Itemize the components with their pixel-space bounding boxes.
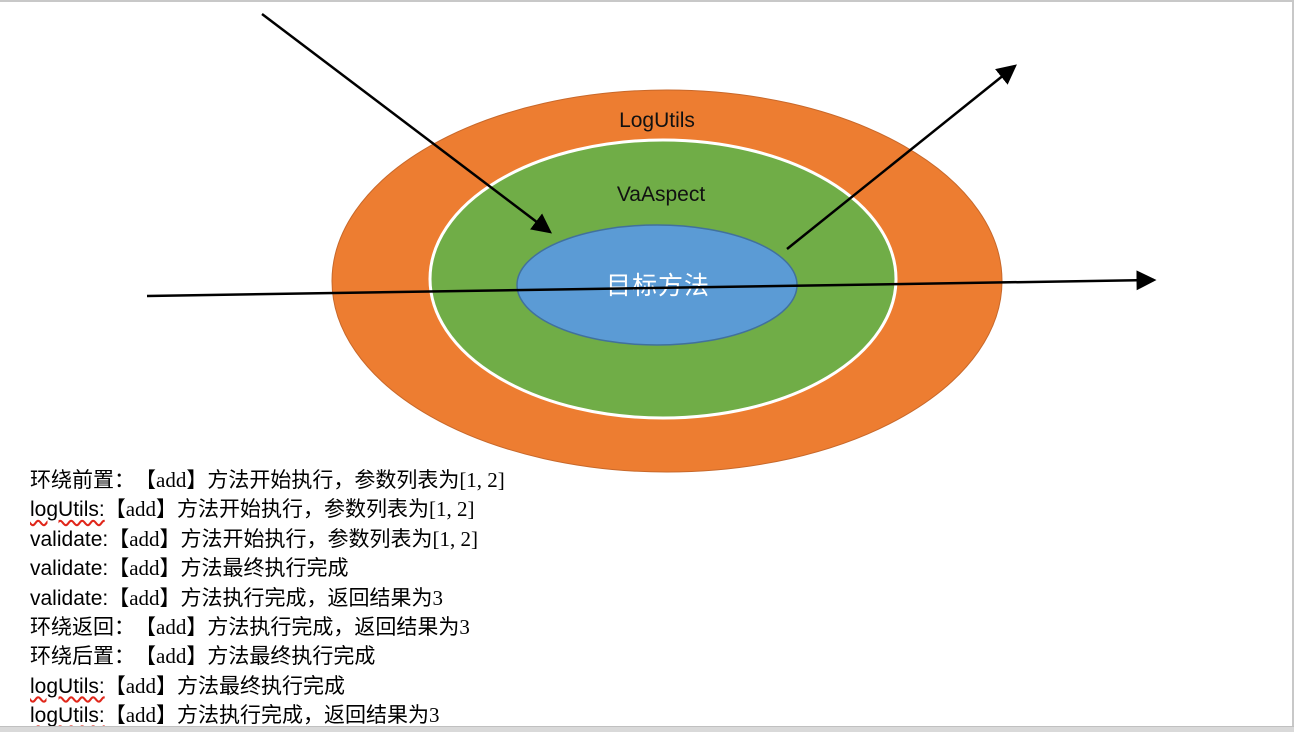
log-line-prefix: logUtils: bbox=[30, 704, 105, 728]
log-line-text: 【add】方法开始执行，参数列表为[1, 2] bbox=[108, 526, 479, 551]
log-line-text: 【add】方法最终执行完成 bbox=[104, 673, 346, 698]
slide-bottom-edge bbox=[0, 726, 1294, 732]
log-line-prefix: validate: bbox=[30, 557, 109, 581]
log-line-text: 【add】方法执行完成，返回结果为3 bbox=[108, 585, 444, 610]
outgoing-return-arrow bbox=[786, 64, 1017, 250]
slide-right-edge bbox=[1292, 2, 1294, 732]
log-line: logUtils:【add】方法开始执行，参数列表为[1, 2] bbox=[30, 495, 505, 524]
incoming-call-arrow bbox=[261, 13, 552, 234]
log-line-prefix: validate: bbox=[30, 527, 109, 551]
proceed-arrow bbox=[146, 270, 1157, 298]
target-method-label: 目标方法 bbox=[606, 272, 710, 300]
log-line: logUtils:【add】方法执行完成，返回结果为3 bbox=[30, 701, 505, 730]
log-line: validate:【add】方法开始执行，参数列表为[1, 2] bbox=[30, 525, 505, 554]
log-line-text: 环绕后置： 【add】方法最终执行完成 bbox=[30, 644, 376, 669]
log-line-text: 【add】方法开始执行，参数列表为[1, 2] bbox=[104, 497, 475, 522]
outer-ring-label: LogUtils bbox=[619, 109, 695, 132]
middle-ring-label: VaAspect bbox=[617, 183, 705, 206]
log-line-prefix: validate: bbox=[30, 586, 109, 610]
log-line: 环绕后置： 【add】方法最终执行完成 bbox=[30, 642, 505, 671]
log-line-text: 环绕前置： 【add】方法开始执行，参数列表为[1, 2] bbox=[30, 468, 505, 492]
log-line-text: 环绕返回： 【add】方法执行完成，返回结果为3 bbox=[30, 614, 470, 639]
log-line-text: 【add】方法执行完成，返回结果为3 bbox=[104, 703, 440, 728]
log-line: logUtils:【add】方法最终执行完成 bbox=[30, 672, 505, 701]
log-line-prefix: logUtils: bbox=[30, 498, 105, 522]
log-line-prefix: logUtils: bbox=[30, 674, 105, 698]
log-line: validate:【add】方法执行完成，返回结果为3 bbox=[30, 584, 505, 613]
log-line: validate:【add】方法最终执行完成 bbox=[30, 554, 505, 583]
log-line-text: 【add】方法最终执行完成 bbox=[108, 556, 349, 581]
log-line: 环绕前置： 【add】方法开始执行，参数列表为[1, 2] bbox=[30, 466, 505, 495]
console-log-lines: 环绕前置： 【add】方法开始执行，参数列表为[1, 2] logUtils:【… bbox=[30, 466, 505, 731]
log-line: 环绕返回： 【add】方法执行完成，返回结果为3 bbox=[30, 613, 505, 642]
